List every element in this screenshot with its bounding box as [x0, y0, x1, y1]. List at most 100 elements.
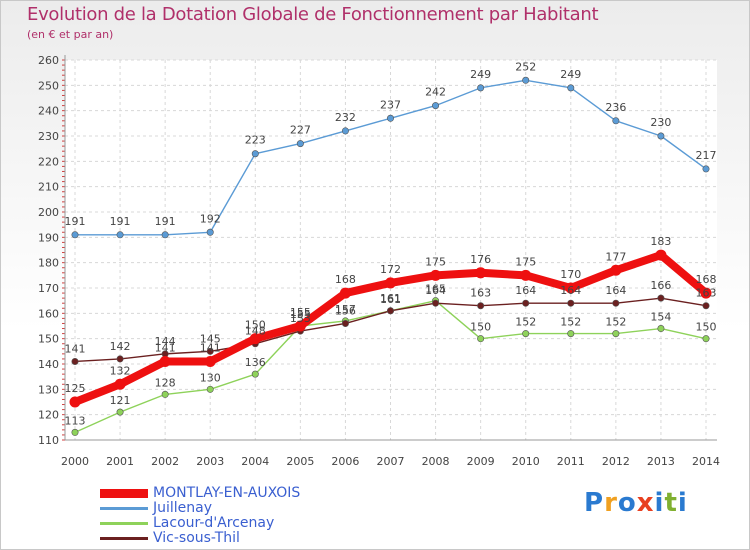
data-label: 217 [696, 149, 717, 162]
data-label: 136 [245, 356, 266, 369]
data-point [567, 330, 575, 338]
data-point [385, 277, 396, 289]
data-point [522, 330, 530, 338]
data-point [116, 231, 124, 239]
data-point [657, 132, 665, 140]
data-point [206, 385, 214, 393]
data-point [249, 333, 261, 345]
data-label: 142 [110, 340, 131, 353]
y-tick-label: 240 [38, 105, 59, 118]
x-tick-label: 2003 [196, 455, 224, 468]
data-label: 161 [380, 293, 401, 306]
y-tick-label: 120 [38, 409, 59, 422]
logo-letter: i [677, 488, 688, 518]
data-label: 249 [470, 68, 491, 81]
data-label: 155 [290, 308, 311, 321]
data-label: 232 [335, 111, 356, 124]
y-tick-label: 150 [38, 333, 59, 346]
data-point [657, 294, 665, 302]
data-label: 176 [470, 253, 491, 266]
data-point [702, 302, 710, 310]
data-point [432, 102, 440, 110]
data-label: 130 [200, 371, 221, 384]
data-point [567, 84, 575, 92]
data-point [610, 264, 622, 276]
data-point [432, 299, 440, 307]
data-label: 150 [470, 321, 491, 334]
data-point [386, 114, 394, 122]
legend-label: MONTLAY-EN-AUXOIS [153, 485, 301, 501]
x-tick-label: 2010 [512, 455, 540, 468]
data-label: 242 [425, 86, 446, 99]
data-label: 155 [290, 306, 311, 319]
data-label: 236 [605, 101, 626, 114]
data-point [657, 325, 665, 333]
y-tick-label: 220 [38, 155, 59, 168]
data-point [565, 282, 577, 294]
data-label: 157 [335, 303, 356, 316]
data-point [612, 117, 620, 125]
data-point [296, 140, 304, 148]
data-point [339, 287, 351, 299]
data-label: 141 [155, 341, 176, 354]
data-point [251, 150, 259, 158]
data-point [612, 330, 620, 338]
data-label: 145 [200, 332, 221, 345]
data-label: 161 [380, 292, 401, 305]
x-tick-label: 2008 [422, 455, 450, 468]
chart-subtitle: (en € et par an) [27, 28, 114, 41]
data-point [477, 84, 485, 92]
y-tick-label: 170 [38, 282, 59, 295]
legend-label: Vic-sous-Thil [153, 530, 240, 546]
y-tick-label: 130 [38, 383, 59, 396]
data-point [294, 320, 306, 332]
logo-letter: r [604, 488, 618, 518]
data-point [702, 165, 710, 173]
y-tick-label: 210 [38, 181, 59, 194]
x-tick-label: 2005 [286, 455, 314, 468]
data-point [702, 335, 710, 343]
data-label: 177 [605, 250, 626, 263]
data-label: 183 [650, 235, 671, 248]
data-point [522, 76, 530, 84]
data-label: 156 [335, 304, 356, 317]
data-point [204, 355, 216, 367]
data-label: 252 [515, 60, 536, 73]
data-label: 164 [515, 284, 536, 297]
x-tick-label: 2001 [106, 455, 134, 468]
data-point [69, 396, 81, 408]
data-label: 154 [650, 311, 671, 324]
data-point [520, 269, 532, 281]
legend-swatch [100, 489, 148, 498]
data-label: 153 [290, 312, 311, 325]
data-point [341, 127, 349, 135]
data-label: 168 [335, 273, 356, 286]
data-label: 152 [605, 316, 626, 329]
x-tick-label: 2014 [692, 455, 720, 468]
logo-letter: t [664, 488, 678, 518]
data-label: 175 [515, 255, 536, 268]
data-point [386, 307, 394, 315]
data-point [477, 335, 485, 343]
data-label: 148 [245, 325, 266, 338]
legend-swatch [100, 507, 148, 510]
x-tick-label: 2006 [331, 455, 359, 468]
data-label: 175 [425, 255, 446, 268]
data-point [477, 302, 485, 310]
data-point [114, 378, 126, 390]
data-label: 141 [65, 342, 86, 355]
legend-label: Lacour-d'Arcenay [153, 515, 275, 531]
data-label: 163 [470, 287, 491, 300]
x-tick-label: 2000 [61, 455, 89, 468]
logo-letter: P [584, 488, 605, 518]
data-point [71, 357, 79, 365]
data-point [522, 299, 530, 307]
data-label: 141 [200, 341, 221, 354]
data-label: 170 [560, 268, 581, 281]
x-tick-label: 2002 [151, 455, 179, 468]
y-tick-label: 160 [38, 307, 59, 320]
data-label: 230 [650, 116, 671, 129]
data-point [71, 428, 79, 436]
data-label: 168 [696, 273, 717, 286]
